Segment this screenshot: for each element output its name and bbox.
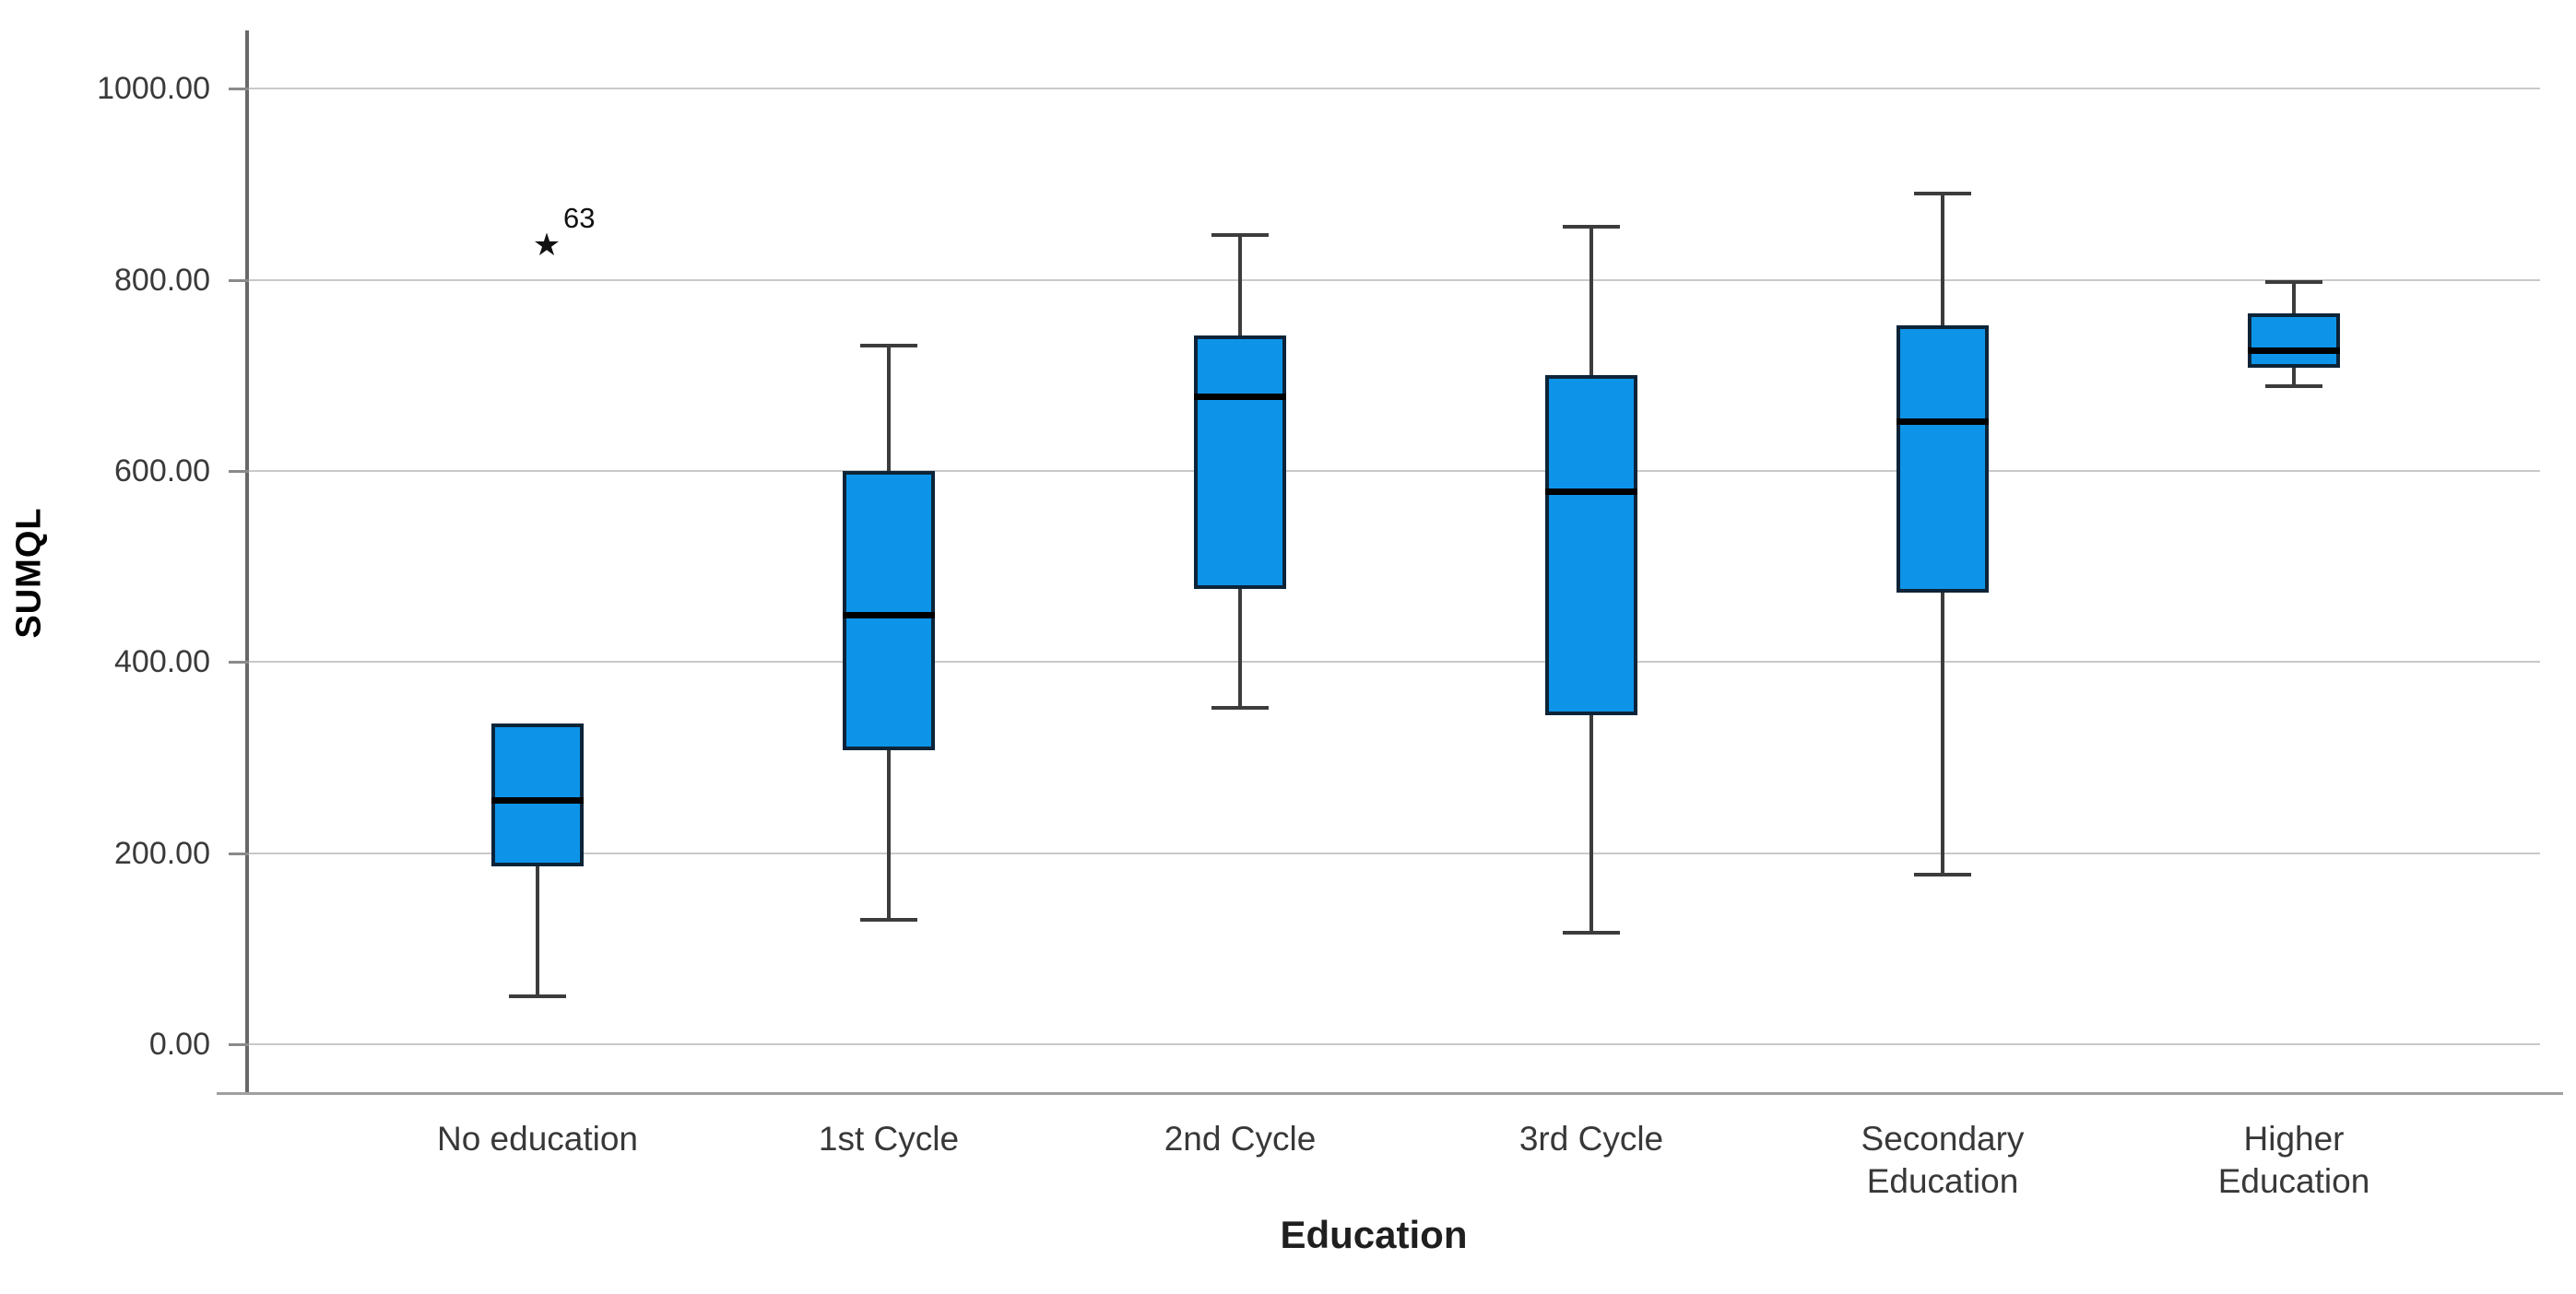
x-category-label-0: No education xyxy=(344,1118,731,1160)
x-category-label-2: 2nd Cycle xyxy=(1046,1118,1434,1160)
gridline-400 xyxy=(249,661,2540,664)
whisker-cap-low-4 xyxy=(1914,872,1971,876)
gridline-800 xyxy=(249,278,2540,281)
x-category-label-line: Education xyxy=(1866,1162,2019,1200)
outlier-label-0-0: 63 xyxy=(563,202,596,235)
whisker-cap-low-3 xyxy=(1563,930,1620,935)
x-category-label-1: 1st Cycle xyxy=(695,1118,1082,1160)
y-axis-line xyxy=(245,30,249,1095)
y-tick-label-0: 0.00 xyxy=(148,1027,210,1063)
median-line-3 xyxy=(1545,488,1637,495)
boxplot-box-1 xyxy=(843,470,935,750)
whisker-cap-high-3 xyxy=(1563,224,1620,229)
boxplot-box-5 xyxy=(2248,312,2340,368)
median-line-0 xyxy=(491,796,584,804)
y-tick-label-600: 600.00 xyxy=(114,453,210,488)
x-category-label-line: 2nd Cycle xyxy=(1164,1120,1317,1158)
whisker-cap-low-2 xyxy=(1211,706,1269,711)
y-tick-label-800: 800.00 xyxy=(114,262,210,298)
whisker-cap-high-1 xyxy=(860,344,917,348)
whisker-cap-low-5 xyxy=(2265,383,2322,388)
x-category-label-line: 3rd Cycle xyxy=(1518,1120,1664,1158)
boxplot-box-3 xyxy=(1545,375,1637,716)
median-line-5 xyxy=(2248,347,2340,355)
boxplot-box-2 xyxy=(1194,335,1286,589)
x-category-label-line: 1st Cycle xyxy=(818,1120,960,1158)
whisker-cap-high-4 xyxy=(1914,192,1971,196)
y-tick-mark-600 xyxy=(229,469,249,473)
x-axis-baseline xyxy=(217,1092,2563,1095)
y-tick-mark-1000 xyxy=(229,88,249,91)
gridline-600 xyxy=(249,469,2540,472)
whisker-cap-low-1 xyxy=(860,918,917,923)
median-line-2 xyxy=(1194,394,1286,401)
x-category-label-3: 3rd Cycle xyxy=(1398,1118,1785,1160)
gridline-0 xyxy=(249,1043,2540,1046)
gridline-1000 xyxy=(249,88,2540,90)
y-tick-label-200: 200.00 xyxy=(114,835,210,871)
boxplot-box-0 xyxy=(491,723,584,867)
y-tick-mark-0 xyxy=(229,1043,249,1047)
x-axis-title: Education xyxy=(1280,1213,1468,1256)
x-category-label-line: Higher xyxy=(2243,1120,2345,1158)
x-category-label-4: Secondary Education xyxy=(1749,1118,2136,1203)
x-category-label-5: Higher Education xyxy=(2100,1118,2487,1203)
y-tick-mark-400 xyxy=(229,661,249,665)
x-category-label-line: Secondary xyxy=(1861,1120,2025,1158)
median-line-1 xyxy=(843,611,935,618)
y-tick-label-1000: 1000.00 xyxy=(97,71,210,107)
gridline-200 xyxy=(249,852,2540,854)
median-line-4 xyxy=(1897,418,1989,426)
plot-area: ★ 63 xyxy=(249,32,2540,1092)
x-category-label-line: No education xyxy=(436,1120,639,1158)
whisker-cap-low-0 xyxy=(509,994,566,999)
whisker-cap-high-5 xyxy=(2265,279,2322,284)
y-tick-mark-200 xyxy=(229,852,249,855)
x-category-label-line: Education xyxy=(2217,1162,2370,1200)
outlier-star-0-0: ★ xyxy=(532,228,561,264)
y-tick-mark-800 xyxy=(229,278,249,282)
y-tick-label-400: 400.00 xyxy=(114,644,210,680)
boxplot-box-4 xyxy=(1897,325,1989,593)
whisker-cap-high-2 xyxy=(1211,232,1269,237)
